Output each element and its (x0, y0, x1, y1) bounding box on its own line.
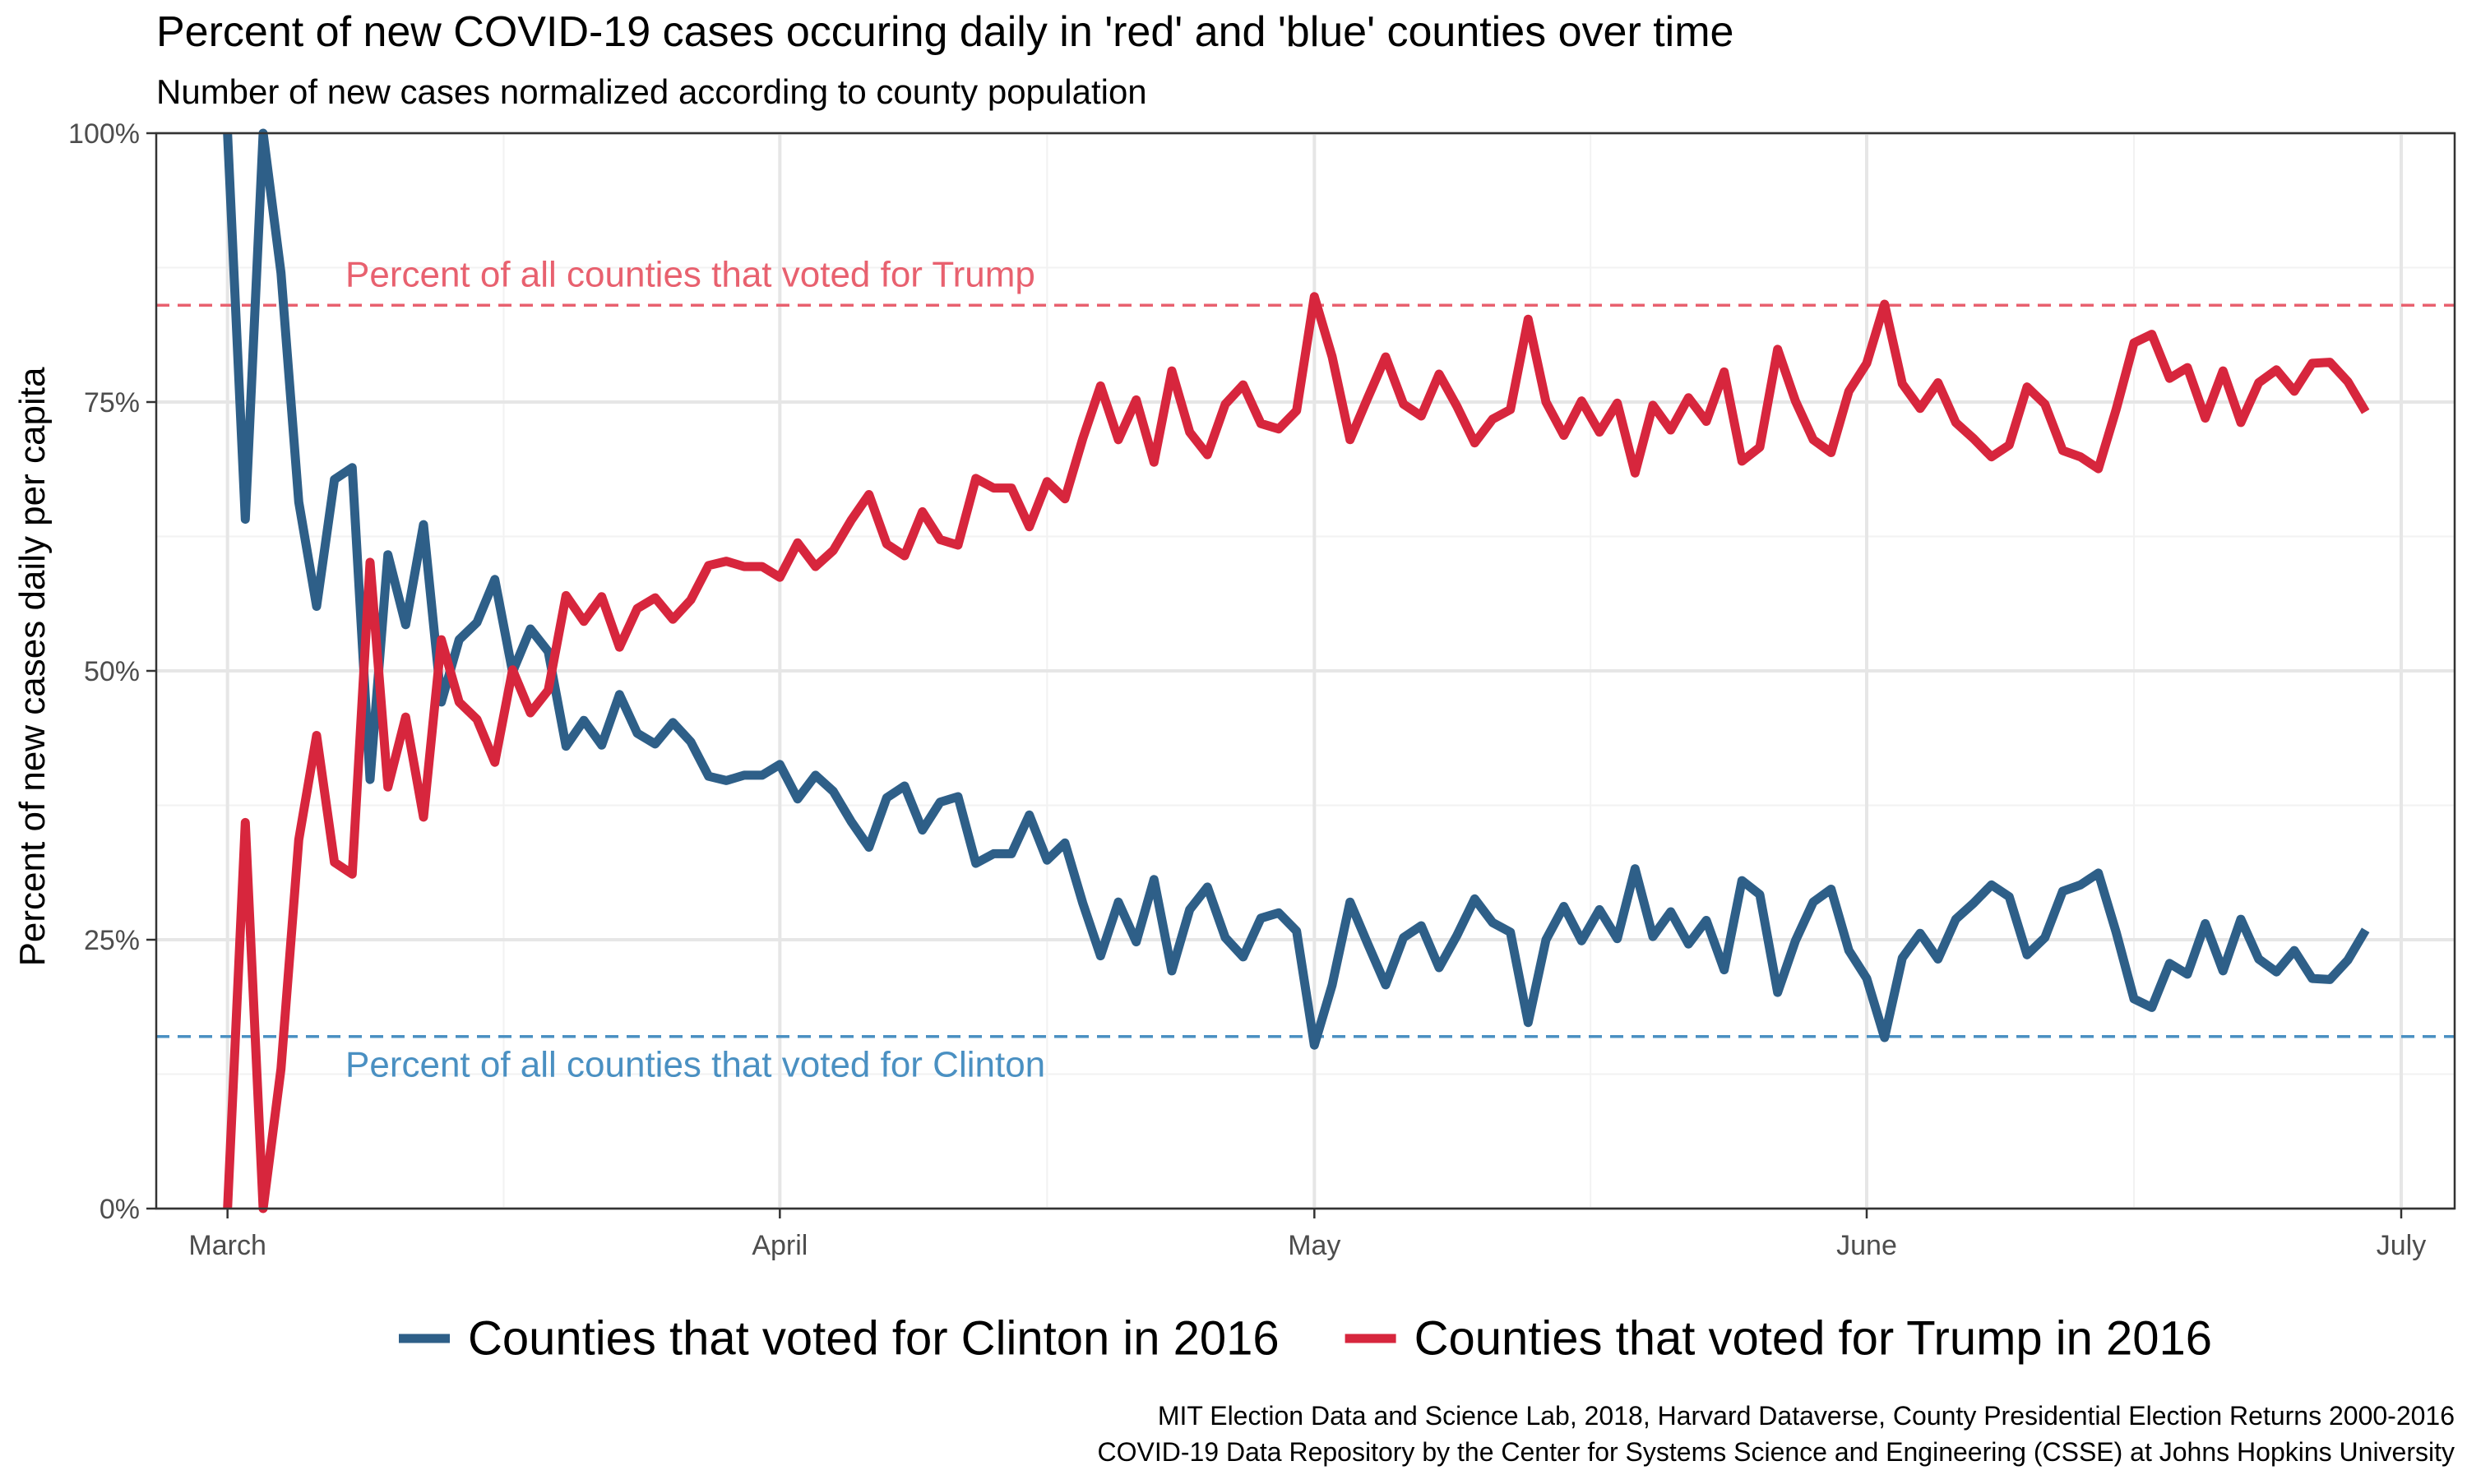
x-tick-label: June (1836, 1230, 1897, 1261)
chart-subtitle: Number of new cases normalized according… (156, 72, 1147, 111)
axes: 0% 25% 50% 75% 100% March April May June July (68, 118, 2456, 1261)
y-tick-label: 0% (100, 1194, 140, 1225)
x-tick-label: May (1288, 1230, 1340, 1261)
y-tick-label: 100% (68, 118, 140, 150)
legend-item-1: Counties that voted for Trump in 2016 (1345, 1312, 2212, 1366)
y-axis-title: Percent of new cases daily per capita (12, 367, 53, 966)
chart-title: Percent of new COVID-19 cases occuring d… (156, 8, 1733, 56)
legend: Counties that voted for Clinton in 2016 C… (399, 1312, 2212, 1366)
source-caption-line-2: COVID-19 Data Repository by the Center f… (1098, 1437, 2455, 1467)
x-tick-label: April (752, 1230, 808, 1261)
legend-label-1: Counties that voted for Trump in 2016 (1414, 1312, 2212, 1366)
x-tick-label: July (2377, 1230, 2426, 1261)
source-caption-line-1: MIT Election Data and Science Lab, 2018,… (1158, 1401, 2455, 1431)
series-line-1 (223, 292, 2370, 1214)
series-line-0 (223, 128, 2370, 1050)
y-tick-label: 75% (84, 387, 140, 418)
y-tick-label: 25% (84, 925, 140, 956)
y-tick-label: 50% (84, 656, 140, 687)
reference-line-label-1: Percent of all counties that voted for C… (345, 1045, 1045, 1085)
reference-line-label-0: Percent of all counties that voted for T… (345, 254, 1035, 294)
reference-lines: Percent of all counties that voted for T… (156, 254, 2455, 1085)
series-lines (223, 128, 2370, 1214)
legend-item-0: Counties that voted for Clinton in 2016 (399, 1312, 1280, 1366)
x-tick-label: March (188, 1230, 266, 1261)
legend-label-0: Counties that voted for Clinton in 2016 (468, 1312, 1280, 1366)
